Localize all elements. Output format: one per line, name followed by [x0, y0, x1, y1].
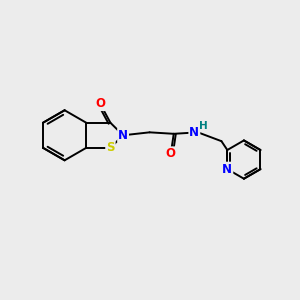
Text: O: O [166, 147, 176, 160]
Text: O: O [95, 97, 105, 110]
Text: H: H [199, 121, 208, 131]
Text: S: S [106, 141, 115, 154]
Text: N: N [189, 126, 199, 139]
Text: N: N [222, 163, 232, 176]
Text: N: N [118, 129, 128, 142]
